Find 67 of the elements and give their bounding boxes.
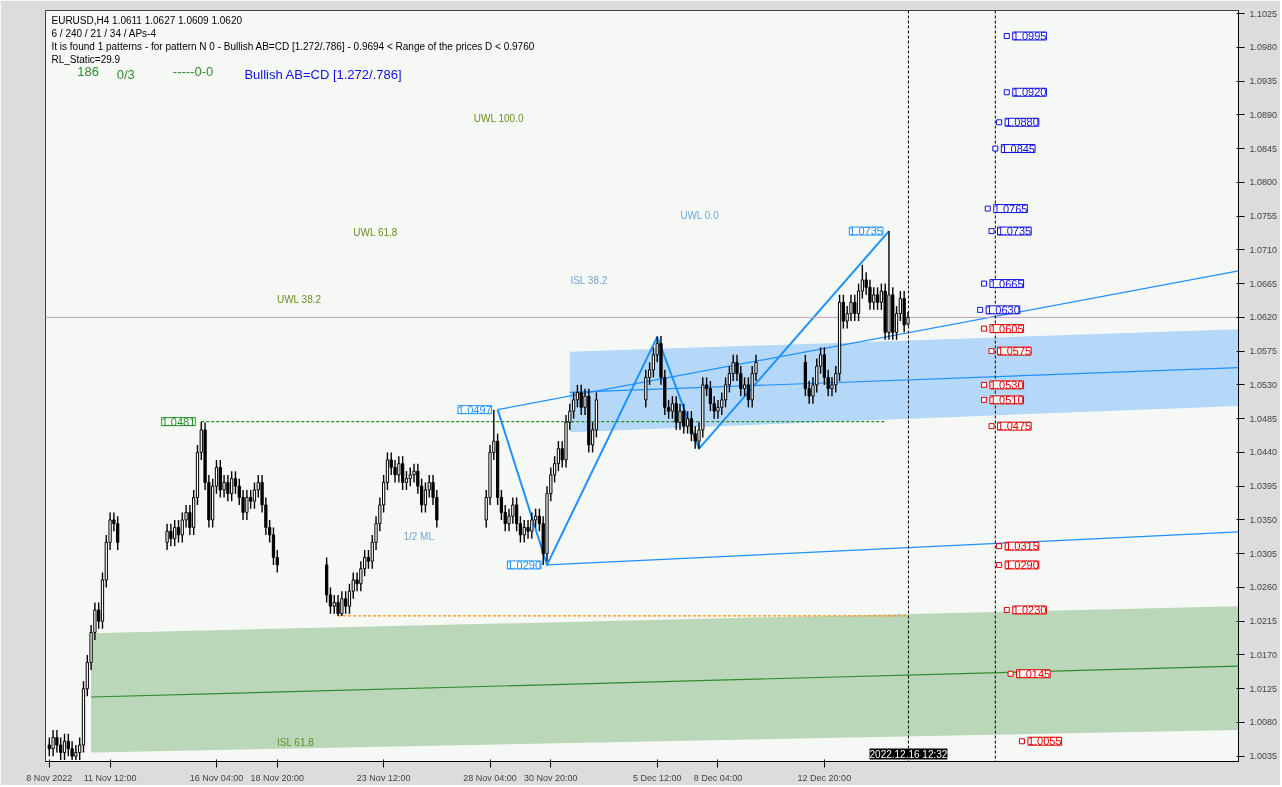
x-tick-label: 23 Nov 12:00 (356, 772, 411, 783)
y-tick-label: 1.0800 (1249, 177, 1278, 188)
x-tick-label: 5 Dec 12:00 (632, 772, 682, 783)
data-label: 1.0765 (993, 202, 1028, 215)
x-tick-label: 12 Dec 20:00 (797, 772, 852, 783)
y-tick-label: 1.0755 (1249, 211, 1278, 222)
annotation: ISL 38.2 (570, 275, 608, 287)
ref-line-label: 2022.12.16 12:32 (869, 748, 948, 760)
annotation: 1/2 ML (403, 530, 435, 542)
y-tick-label: 1.0575 (1249, 346, 1278, 357)
y-tick-label: 1.0080 (1249, 717, 1278, 728)
y-tick-label: 1.0395 (1249, 481, 1278, 492)
x-tick-label: 18 Nov 20:00 (250, 772, 305, 783)
y-tick-label: 1.0845 (1249, 143, 1278, 154)
annotation: UWL 100.0 (473, 113, 524, 125)
annotation: UWL 38.2 (276, 294, 322, 306)
data-label: 1.0735 (849, 225, 883, 238)
annotation: 6 / 240 / 21 / 34 / APs-4 (51, 27, 157, 39)
data-label: 1.0530 (989, 378, 1024, 391)
annotation: 186 (77, 63, 100, 79)
data-label: 1.0290 (507, 558, 542, 571)
x-tick-label: 8 Dec 04:00 (693, 772, 743, 783)
data-label: 1.0481 (161, 415, 196, 428)
y-tick-label: 1.0170 (1249, 649, 1278, 660)
annotation: Bullish AB=CD [1.272/.786] (244, 66, 402, 82)
y-tick-label: 1.0890 (1249, 109, 1278, 120)
x-tick-label: 16 Nov 04:00 (189, 772, 244, 783)
annotation: ISL 61.8 (276, 737, 315, 749)
data-label: 1.0510 (989, 393, 1024, 406)
data-label: 1.0995 (1012, 30, 1047, 43)
data-label: 1.0735 (997, 225, 1032, 238)
data-label: 1.0230 (1012, 603, 1047, 616)
y-tick-label: 1.0530 (1249, 379, 1278, 390)
annotation: It is found 1 patterns - for pattern N 0 - Bullish AB=CD [1.272/.786] - 0.9694 < Range of the prices D < 0.9760 (51, 40, 535, 52)
y-tick-label: 1.0440 (1249, 447, 1278, 458)
data-label: 1.0845 (1001, 142, 1035, 155)
annotation: EURUSD,H4 1.0611 1.0627 1.0609 1.0620 (51, 14, 243, 26)
x-tick-label: 11 Nov 12:00 (83, 772, 137, 783)
annotation: 0/3 (116, 66, 135, 82)
y-tick-label: 1.0710 (1249, 244, 1278, 255)
y-tick-label: 1.0215 (1249, 616, 1278, 627)
data-label: 1.0665 (989, 277, 1024, 290)
y-tick-label: 1.0350 (1249, 514, 1278, 525)
x-tick-label: 28 Nov 04:00 (463, 772, 517, 783)
y-tick-label: 1.0125 (1249, 683, 1278, 694)
y-tick-label: 1.0485 (1249, 413, 1278, 424)
y-tick-label: 1.0665 (1249, 278, 1278, 289)
x-tick-label: 30 Nov 20:00 (524, 772, 578, 783)
y-tick-label: 1.0935 (1249, 76, 1278, 87)
y-tick-label: 1.0980 (1249, 42, 1278, 53)
x-tick-label: 8 Nov 2022 (26, 772, 73, 783)
y-tick-label: 1.0305 (1249, 548, 1278, 559)
data-label: 1.0475 (997, 420, 1032, 433)
annotation: UWL 0.0 (680, 210, 720, 222)
data-label: 1.0920 (1012, 86, 1047, 99)
y-tick-label: 1.0035 (1249, 751, 1278, 762)
data-label: 1.0055 (1027, 735, 1062, 748)
annotation: RL_Static=29.9 (51, 53, 121, 65)
y-tick-label: 1.0260 (1249, 582, 1278, 593)
y-tick-label: 1.1025 (1249, 8, 1278, 19)
data-label: 1.0145 (1016, 667, 1051, 680)
data-label: 1.0575 (997, 345, 1032, 358)
data-label: 1.0497 (457, 403, 492, 416)
annotation: -----0-0 (172, 63, 214, 79)
y-tick-label: 1.0620 (1249, 312, 1278, 323)
annotation: UWL 61.8 (353, 226, 398, 238)
data-label: 1.0605 (989, 322, 1024, 335)
